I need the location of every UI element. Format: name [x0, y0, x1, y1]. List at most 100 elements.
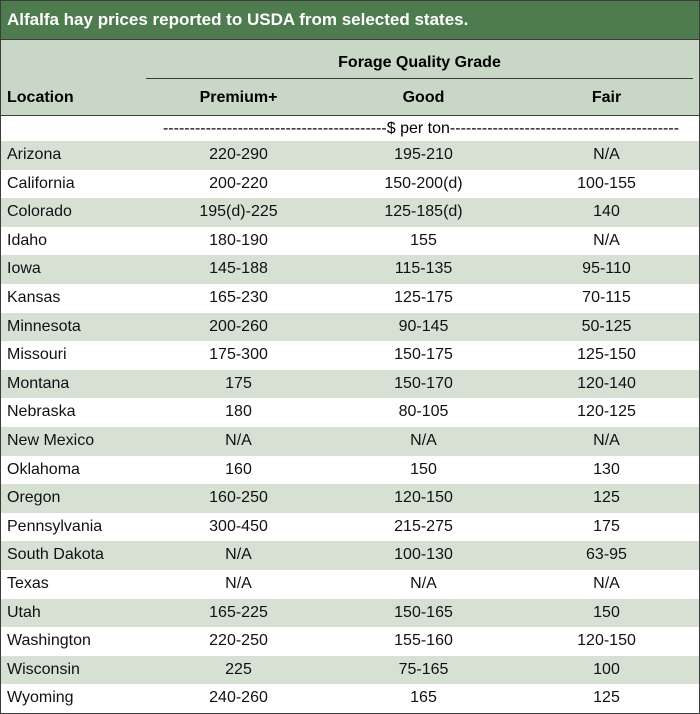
good-cell: 100-130	[394, 546, 453, 564]
units-label: ----------------------------------------…	[162, 120, 680, 137]
good-cell: 125-185(d)	[384, 203, 463, 221]
location-cell: Texas	[7, 574, 49, 592]
good-cell: 150-200(d)	[384, 174, 463, 192]
premium-cell: 180-190	[209, 231, 268, 249]
location-cell: New Mexico	[7, 431, 95, 449]
premium-cell: 165-230	[209, 288, 268, 306]
location-cell: Oklahoma	[7, 460, 80, 478]
location-cell: Colorado	[7, 203, 72, 221]
premium-cell: 160	[225, 460, 252, 478]
table-row: Pennsylvania 300-450 215-275 175	[1, 512, 699, 542]
column-header-fair: Fair	[591, 89, 622, 106]
premium-cell: 165-225	[209, 603, 268, 621]
column-header-location: Location	[7, 89, 74, 106]
location-cell: Minnesota	[7, 317, 81, 335]
fair-cell: N/A	[593, 231, 620, 249]
premium-cell: N/A	[225, 546, 252, 564]
good-cell: 80-105	[398, 403, 449, 421]
good-cell: 155	[410, 231, 437, 249]
fair-cell: N/A	[593, 574, 620, 592]
column-header-premium: Premium+	[199, 89, 278, 106]
premium-cell: 175-300	[209, 346, 268, 364]
table-row: Oklahoma 160 150 130	[1, 455, 699, 485]
table-row: Minnesota 200-260 90-145 50-125	[1, 312, 699, 342]
location-cell: California	[7, 174, 75, 192]
table-row: Nebraska 180 80-105 120-125	[1, 398, 699, 427]
location-cell: Kansas	[7, 288, 61, 306]
table-row: Colorado 195(d)-225 125-185(d) 140	[1, 198, 699, 227]
good-cell: 150-175	[394, 346, 453, 364]
fair-cell: 125	[593, 489, 620, 507]
location-cell: Washington	[7, 632, 91, 650]
fair-cell: N/A	[593, 431, 620, 449]
good-cell: 150	[410, 460, 437, 478]
good-cell: 150-170	[394, 374, 453, 392]
table-row: Kansas 165-230 125-175 70-115	[1, 283, 699, 313]
table-row: Wisconsin 225 75-165 100	[1, 655, 699, 685]
fair-cell: 130	[593, 460, 620, 478]
fair-cell: N/A	[593, 146, 620, 163]
table-row: Oregon 160-250 120-150 125	[1, 484, 699, 513]
premium-cell: 200-220	[209, 174, 268, 192]
column-header-good: Good	[402, 89, 445, 106]
premium-cell: 195(d)-225	[199, 203, 278, 221]
location-cell: Idaho	[7, 231, 48, 249]
location-cell: Wisconsin	[7, 660, 80, 678]
premium-cell: 240-260	[209, 689, 268, 707]
premium-cell: N/A	[225, 431, 252, 449]
fair-cell: 70-115	[582, 288, 631, 306]
location-cell: Wyoming	[7, 689, 74, 707]
fair-cell: 125-150	[577, 346, 636, 364]
premium-cell: 300-450	[209, 517, 268, 535]
good-cell: N/A	[410, 431, 437, 449]
premium-cell: 220-250	[209, 632, 268, 650]
location-cell: Iowa	[7, 260, 41, 278]
premium-cell: 225	[225, 660, 252, 678]
premium-cell: 175	[225, 374, 252, 392]
table-row: Iowa 145-188 115-135 95-110	[1, 255, 699, 284]
fair-cell: 100-155	[577, 174, 636, 192]
good-cell: 215-275	[394, 517, 453, 535]
table-row: Arizona 220-290 195-210 N/A	[1, 141, 699, 170]
table-row: Missouri 175-300 150-175 125-150	[1, 341, 699, 370]
group-header-rule	[146, 78, 693, 79]
fair-cell: 120-150	[577, 632, 636, 650]
good-cell: 75-165	[398, 660, 449, 678]
premium-cell: 220-290	[209, 146, 268, 163]
table-row: New Mexico N/A N/A N/A	[1, 426, 699, 456]
good-cell: 125-175	[394, 288, 453, 306]
premium-cell: 145-188	[209, 260, 268, 278]
good-cell: 195-210	[394, 146, 453, 163]
fair-cell: 100	[593, 660, 620, 678]
fair-cell: 120-140	[577, 374, 636, 392]
location-cell: Arizona	[7, 146, 62, 163]
table-row: Utah 165-225 150-165 150	[1, 598, 699, 628]
premium-cell: N/A	[225, 574, 252, 592]
good-cell: 115-135	[394, 260, 453, 278]
good-cell: N/A	[410, 574, 437, 592]
good-cell: 90-145	[398, 317, 449, 335]
location-cell: South Dakota	[7, 546, 104, 564]
fair-cell: 175	[593, 517, 620, 535]
fair-cell: 95-110	[582, 260, 631, 278]
fair-cell: 120-125	[577, 403, 636, 421]
table-row: Idaho 180-190 155 N/A	[1, 226, 699, 256]
good-cell: 165	[410, 689, 437, 707]
good-cell: 120-150	[394, 489, 453, 507]
premium-cell: 200-260	[209, 317, 268, 335]
good-cell: 155-160	[394, 632, 453, 650]
premium-cell: 180	[225, 403, 252, 421]
fair-cell: 150	[593, 603, 620, 621]
fair-cell: 63-95	[586, 546, 627, 564]
table-header: Forage Quality Grade Location Premium+ G…	[1, 40, 699, 115]
group-header-forage-quality: Forage Quality Grade	[338, 54, 501, 71]
table-body: Arizona 220-290 195-210 N/A California 200-22…	[1, 141, 699, 713]
premium-cell: 160-250	[209, 489, 268, 507]
header-divider	[1, 115, 699, 116]
table-row: Texas N/A N/A N/A	[1, 569, 699, 599]
fair-cell: 140	[593, 203, 620, 221]
location-cell: Missouri	[7, 346, 67, 364]
table-row: Montana 175 150-170 120-140	[1, 369, 699, 399]
table-row: California 200-220 150-200(d) 100-155	[1, 169, 699, 199]
